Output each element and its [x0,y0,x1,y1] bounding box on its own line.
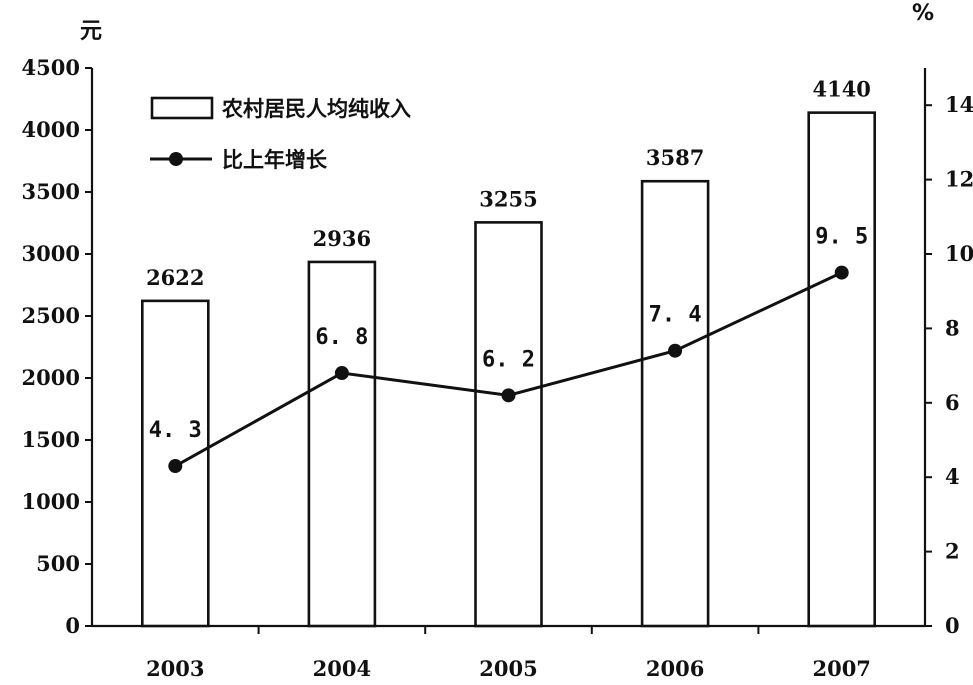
bar [474,221,543,628]
growth-point [168,459,183,474]
bar-value-label: 3587 [646,145,704,170]
x-category-label: 2007 [812,656,870,681]
growth-value-label: 7. 4 [649,303,702,328]
growth-point [501,388,516,403]
legend-line-label: 比上年增长 [222,148,328,172]
y-right-tick-label: 6 [945,390,960,415]
legend-line-marker [169,152,183,166]
legend-bar-label: 农村居民人均纯收入 [221,97,411,121]
y-left-tick-label: 3500 [22,179,80,204]
y-left-tick-label: 2500 [22,303,80,328]
y-left-unit: 元 [80,19,102,44]
x-category-label: 2005 [479,656,537,681]
growth-value-label: 4. 3 [149,418,202,443]
y-right-tick-label: 14 [945,92,973,117]
y-left-tick-label: 1500 [22,427,80,452]
line-layer [168,265,849,474]
y-left-tick-label: 4000 [22,117,80,142]
y-left-tick-label: 3000 [22,241,80,266]
growth-value-label: 9. 5 [815,225,868,250]
bar [807,111,877,628]
y-right-tick-label: 8 [945,315,960,340]
bar [640,179,710,628]
bar-value-label: 2936 [313,226,371,251]
bar-value-label: 2622 [146,265,204,290]
bar-value-label: 4140 [812,77,870,102]
y-left-tick-label: 4500 [22,55,80,80]
x-category-label: 2006 [646,656,704,681]
x-category-label: 2003 [146,656,204,681]
y-right-tick-label: 12 [945,167,973,192]
y-left-tick-label: 2000 [22,365,80,390]
legend-bar-swatch [150,96,214,120]
y-right-tick-label: 0 [945,613,960,638]
x-category-label: 2004 [313,656,371,681]
bar-value-label: 3255 [479,186,537,211]
bars-layer [141,111,877,628]
y-right-tick-label: 2 [945,539,960,564]
growth-point [834,265,849,280]
axes-layer: 0 500 1000 1500 2000 2500 3000 3500 4000 4500 0 2 4 6… [22,1,973,681]
y-right-tick-label: 10 [945,241,973,266]
growth-point [668,343,683,358]
y-left-tick-label: 0 [65,613,80,638]
labels-layer: 2622 2936 3255 3587 4140 4. 3 6. 8 6. 2 7. 4 9. 5 [146,77,871,443]
y-left-tick-label: 1000 [22,489,80,514]
growth-value-label: 6. 8 [315,325,368,350]
growth-point [334,366,349,381]
y-left-tick-label: 500 [36,551,80,576]
y-right-tick-label: 4 [945,464,960,489]
y-right-unit: % [912,1,934,26]
bar [307,260,377,628]
growth-value-label: 6. 2 [482,347,535,372]
